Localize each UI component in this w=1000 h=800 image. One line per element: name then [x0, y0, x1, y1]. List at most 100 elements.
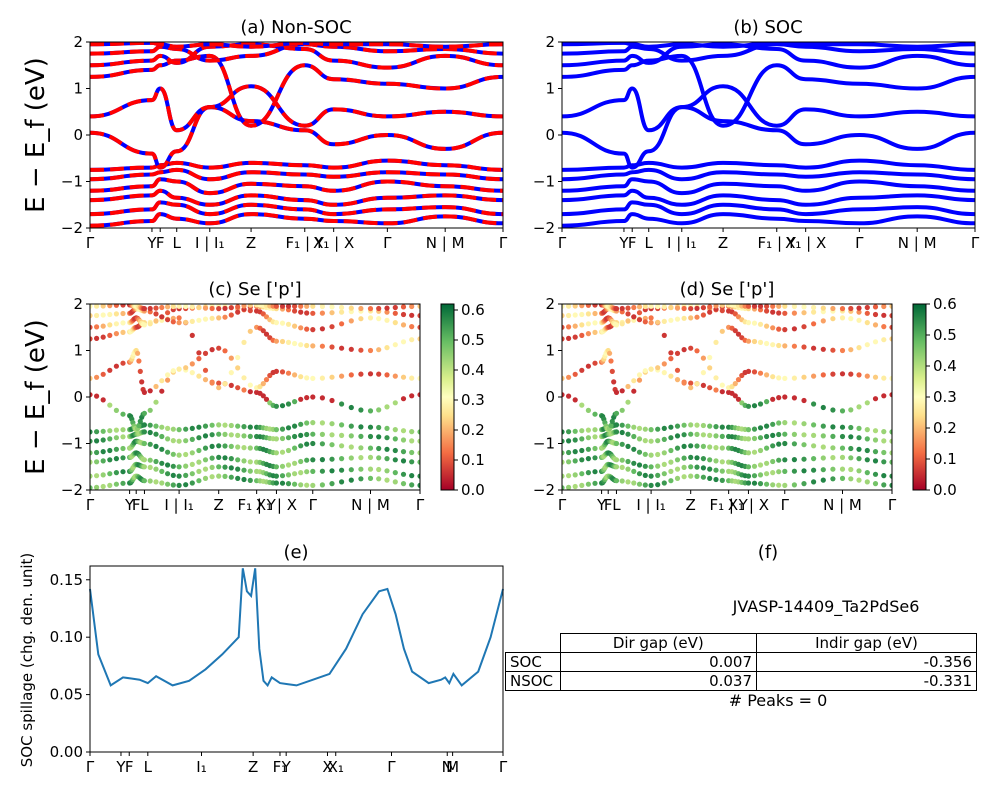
proj-point: [100, 397, 106, 403]
proj-point: [572, 334, 578, 340]
panel-a-xtick-label: N | M: [426, 234, 465, 252]
proj-point: [292, 423, 298, 429]
panel-e-xtick-label: M: [446, 758, 459, 776]
proj-point: [358, 433, 364, 439]
proj-point: [376, 347, 382, 353]
proj-point: [770, 325, 776, 331]
proj-point: [619, 457, 625, 463]
colorbar-tick-label: 0.2: [461, 421, 485, 439]
proj-point: [94, 374, 100, 380]
proj-point: [319, 310, 325, 316]
panel-b-plot: −2 −1 0 1 2 Γ Y F L I | I₁ Z F₁ | YX₁ | X Γ N | M Γ: [533, 33, 980, 252]
proj-point: [729, 384, 735, 390]
table-cell: 0.007: [559, 652, 758, 672]
proj-point: [566, 459, 572, 465]
proj-point: [707, 466, 713, 472]
proj-point: [566, 324, 572, 330]
proj-point: [776, 342, 782, 349]
proj-point: [392, 373, 398, 379]
proj-point: [94, 429, 100, 435]
proj-point: [376, 316, 382, 322]
proj-point: [392, 342, 398, 348]
panel-b-xtick-label: F: [628, 234, 637, 252]
proj-point: [367, 424, 374, 430]
band-line-10: [562, 42, 975, 63]
proj-point: [304, 457, 310, 463]
proj-point: [791, 304, 797, 310]
proj-point: [141, 389, 147, 395]
proj-point: [782, 457, 788, 463]
table-header-empty: [505, 633, 560, 653]
proj-point: [319, 441, 325, 447]
panel-c-xtick-label: F₁ | Y: [237, 496, 276, 514]
proj-point: [222, 473, 228, 479]
panel-e-xtick-label: X: [322, 758, 332, 776]
proj-point: [668, 356, 674, 362]
proj-point: [562, 336, 565, 342]
band-line-overlay-7: [90, 84, 503, 133]
panel-a-xtick-label: X₁ | X: [313, 234, 354, 252]
panel-e-ytick-label: 0.10: [50, 628, 83, 646]
proj-point: [791, 441, 798, 447]
proj-point: [681, 474, 687, 480]
proj-point: [90, 336, 93, 342]
proj-point: [572, 323, 578, 329]
proj-point: [661, 318, 667, 324]
proj-point: [830, 424, 836, 430]
proj-point: [631, 424, 637, 430]
proj-point: [636, 425, 643, 431]
proj-point: [279, 369, 286, 375]
proj-point: [273, 450, 279, 456]
proj-point: [216, 422, 222, 428]
proj-point: [107, 402, 113, 408]
panel-c-colorbar: 0.0 0.1 0.2 0.3 0.4 0.5 0.6: [440, 301, 485, 499]
proj-point: [782, 375, 788, 381]
proj-point: [848, 347, 854, 353]
proj-point: [801, 397, 807, 404]
proj-point: [613, 422, 620, 428]
proj-point: [339, 467, 345, 473]
proj-point: [170, 304, 176, 310]
proj-point: [176, 427, 182, 433]
proj-point: [417, 304, 420, 309]
proj-point: [183, 482, 189, 488]
proj-point: [285, 321, 292, 327]
proj-point: [872, 437, 879, 443]
proj-point: [688, 464, 694, 470]
proj-point: [625, 466, 631, 472]
proj-point: [608, 358, 614, 364]
proj-point: [153, 458, 159, 465]
proj-point: [159, 468, 165, 474]
proj-point: [811, 479, 817, 485]
proj-point: [94, 449, 100, 456]
proj-point: [358, 371, 364, 377]
proj-point: [757, 304, 764, 309]
proj-point: [400, 374, 407, 380]
proj-point: [235, 423, 241, 429]
proj-point: [674, 475, 681, 481]
proj-point: [222, 464, 228, 470]
proj-point: [100, 449, 106, 455]
proj-point: [562, 473, 565, 479]
table-cell: -0.356: [756, 652, 977, 672]
spillage-line: [89, 568, 504, 688]
proj-point: [241, 445, 247, 451]
proj-point: [592, 329, 598, 335]
panel-e-plot: 0.000.050.100.15Γ Y F L I₁ Z F₁Y XX₁ Γ NM Γ: [50, 565, 508, 776]
proj-point: [757, 339, 764, 345]
proj-point: [764, 372, 770, 378]
proj-point: [384, 477, 390, 483]
proj-point: [153, 399, 159, 405]
panel-d-ytick-label: 0: [545, 388, 555, 406]
proj-point: [348, 467, 354, 473]
proj-point: [153, 466, 159, 472]
proj-point: [642, 472, 648, 478]
proj-point: [864, 304, 870, 311]
proj-point: [94, 335, 100, 341]
proj-point: [183, 304, 189, 310]
proj-point: [310, 482, 316, 488]
proj-point: [279, 463, 286, 469]
proj-point: [141, 457, 147, 463]
proj-point: [707, 385, 713, 391]
